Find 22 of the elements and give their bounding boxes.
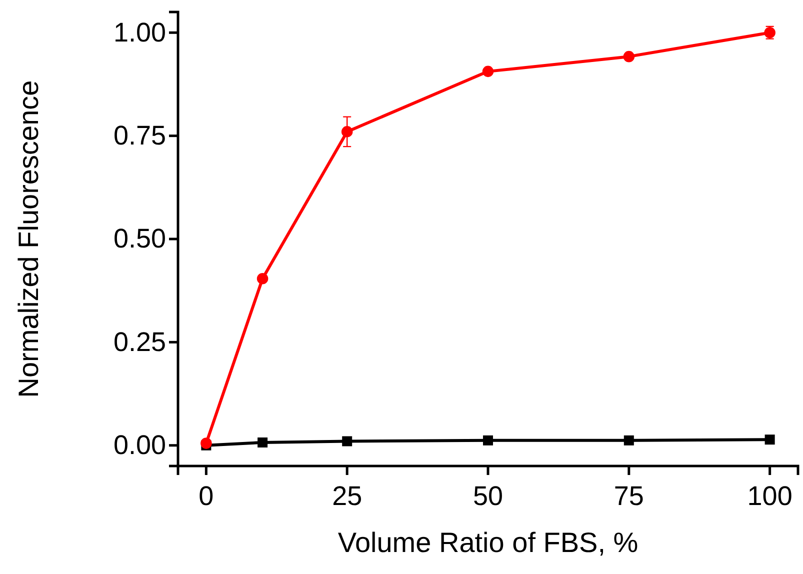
point bbox=[623, 50, 635, 62]
x-tick-label: 25 bbox=[332, 481, 362, 511]
x-tick-label: 100 bbox=[747, 481, 792, 511]
point bbox=[256, 272, 268, 284]
y-tick-label: 0.25 bbox=[113, 326, 166, 357]
y-tick-label: 0.75 bbox=[113, 120, 166, 150]
y-tick-label: 1.00 bbox=[113, 17, 166, 48]
y-tick-label: 0.50 bbox=[113, 224, 166, 254]
y-axis-title: Normalized Fluorescence bbox=[13, 80, 44, 398]
point bbox=[764, 434, 775, 445]
point bbox=[483, 435, 493, 446]
point bbox=[342, 436, 352, 446]
x-tick-label: 75 bbox=[614, 481, 644, 511]
point bbox=[624, 435, 634, 446]
x-axis-title: Volume Ratio of FBS, % bbox=[338, 527, 638, 558]
point bbox=[200, 438, 212, 449]
y-tick-label: 0.00 bbox=[113, 430, 166, 460]
point bbox=[482, 66, 494, 78]
x-tick-label: 0 bbox=[198, 481, 214, 511]
point bbox=[341, 126, 353, 138]
x-tick-label: 50 bbox=[472, 481, 504, 511]
point bbox=[258, 437, 268, 448]
